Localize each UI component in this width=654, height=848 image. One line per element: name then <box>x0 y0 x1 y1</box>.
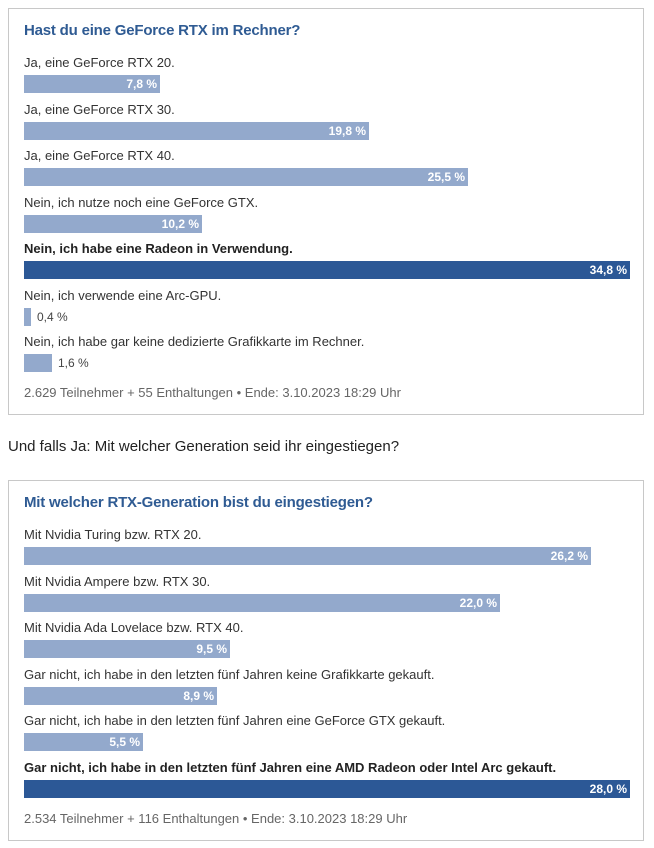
option-bar <box>24 733 143 751</box>
option-bar-row: 25,5 % <box>24 168 630 186</box>
poll-option: Gar nicht, ich habe in den letzten fünf … <box>24 713 630 759</box>
option-percent: 25,5 % <box>427 170 465 184</box>
poll-option: Gar nicht, ich habe in den letzten fünf … <box>24 760 630 806</box>
option-bar <box>24 686 217 705</box>
poll-title: Mit welcher RTX-Generation bist du einge… <box>24 494 373 511</box>
option-bar <box>24 214 202 233</box>
option-percent: 34,8 % <box>589 263 627 277</box>
poll-option: Mit Nvidia Turing bzw. RTX 20. 26,2 % <box>24 527 630 573</box>
option-bar-row: 22,0 % <box>24 593 630 612</box>
option-label: Ja, eine GeForce RTX 20. <box>24 55 175 70</box>
option-bar-row: 8,9 % <box>24 686 630 705</box>
poll-option: Nein, ich verwende eine Arc-GPU. 0,4 % <box>24 288 630 334</box>
option-bar <box>24 121 369 140</box>
option-bar-row: 26,2 % <box>24 547 630 565</box>
option-label: Ja, eine GeForce RTX 40. <box>24 148 175 163</box>
option-percent: 8,9 % <box>183 688 214 703</box>
poll-rtx-ownership: Hast du eine GeForce RTX im Rechner? Ja,… <box>8 8 644 415</box>
option-bar-row: 19,8 % <box>24 121 630 140</box>
option-percent: 22,0 % <box>459 595 497 610</box>
option-bar-row: 34,8 % <box>24 261 630 279</box>
option-label: Nein, ich verwende eine Arc-GPU. <box>24 287 222 303</box>
poll-option: Ja, eine GeForce RTX 40. 25,5 % <box>24 148 630 194</box>
option-bar-row: 10,2 % <box>24 214 630 233</box>
poll-option: Ja, eine GeForce RTX 20. 7,8 % <box>24 55 630 101</box>
option-label: Nein, ich nutze noch eine GeForce GTX. <box>24 194 259 210</box>
option-bar <box>24 168 468 186</box>
option-bar-row: 1,6 % <box>24 354 630 372</box>
option-bar <box>24 779 630 798</box>
option-bar <box>24 307 31 326</box>
option-bar-row: 5,5 % <box>24 733 630 751</box>
option-label: Mit Nvidia Ada Lovelace bzw. RTX 40. <box>24 620 244 635</box>
option-percent: 1,6 % <box>58 356 89 370</box>
poll-footer: 2.629 Teilnehmer + 55 Enthaltungen • End… <box>24 385 401 400</box>
option-percent: 26,2 % <box>550 549 588 563</box>
option-percent: 7,8 % <box>126 77 157 91</box>
intro-text: Und falls Ja: Mit welcher Generation sei… <box>8 438 400 455</box>
poll-footer: 2.534 Teilnehmer + 116 Enthaltungen • En… <box>24 811 408 826</box>
option-bar <box>24 75 160 93</box>
poll-option: Mit Nvidia Ampere bzw. RTX 30. 22,0 % <box>24 574 630 620</box>
option-label: Gar nicht, ich habe in den letzten fünf … <box>24 759 557 775</box>
option-bar <box>24 354 52 372</box>
option-bar-row: 0,4 % <box>24 307 630 326</box>
option-bar <box>24 593 500 612</box>
poll-option: Mit Nvidia Ada Lovelace bzw. RTX 40. 9,5… <box>24 620 630 666</box>
option-percent: 28,0 % <box>589 781 627 796</box>
poll-option: Gar nicht, ich habe in den letzten fünf … <box>24 667 630 713</box>
poll-option: Nein, ich habe eine Radeon in Verwendung… <box>24 241 630 287</box>
option-bar-row: 9,5 % <box>24 640 630 658</box>
option-percent: 0,4 % <box>37 309 68 324</box>
option-bar-row: 28,0 % <box>24 779 630 798</box>
option-percent: 19,8 % <box>328 123 366 138</box>
option-label: Mit Nvidia Ampere bzw. RTX 30. <box>24 573 211 589</box>
option-label: Nein, ich habe gar keine dedizierte Graf… <box>24 334 365 349</box>
option-bar <box>24 261 630 279</box>
poll-option: Ja, eine GeForce RTX 30. 19,8 % <box>24 102 630 148</box>
option-label: Gar nicht, ich habe in den letzten fünf … <box>24 666 435 682</box>
poll-title: Hast du eine GeForce RTX im Rechner? <box>24 22 301 39</box>
option-label: Mit Nvidia Turing bzw. RTX 20. <box>24 527 202 542</box>
poll-option: Nein, ich nutze noch eine GeForce GTX. 1… <box>24 195 630 241</box>
option-label: Ja, eine GeForce RTX 30. <box>24 101 175 117</box>
poll-rtx-generation: Mit welcher RTX-Generation bist du einge… <box>8 480 644 841</box>
option-bar <box>24 547 591 565</box>
option-label: Nein, ich habe eine Radeon in Verwendung… <box>24 241 293 256</box>
option-bar <box>24 640 230 658</box>
option-bar-row: 7,8 % <box>24 75 630 93</box>
option-percent: 9,5 % <box>196 642 227 656</box>
option-percent: 5,5 % <box>109 735 140 749</box>
poll-option: Nein, ich habe gar keine dedizierte Graf… <box>24 334 630 380</box>
option-label: Gar nicht, ich habe in den letzten fünf … <box>24 713 446 728</box>
option-percent: 10,2 % <box>161 216 199 231</box>
